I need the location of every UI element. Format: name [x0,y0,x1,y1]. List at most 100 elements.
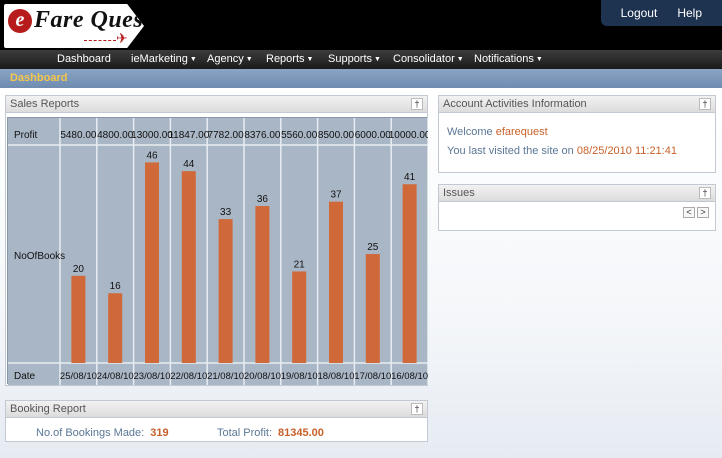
pin-icon[interactable]: † [699,98,711,110]
bookings-made-value: 319 [150,427,169,439]
last-visit-time: 08/25/2010 11:21:41 [576,145,677,157]
profit-cell: 7782.00 [208,130,245,141]
profit-cell: 8376.00 [244,130,281,141]
top-header: e Fare Quest ✈ Logout Help [0,0,722,50]
bar-value-label: 46 [146,150,158,161]
nav-notifications[interactable]: Notifications ▼ [474,53,543,65]
bar-value-label: 25 [367,242,379,253]
profit-cell: 6000.00 [355,130,392,141]
nav-consolidator[interactable]: Consolidator ▼ [393,53,464,65]
date-cell: 23/08/10 [134,371,171,382]
pin-icon[interactable]: † [411,98,423,110]
sales-reports-header: Sales Reports † [6,96,427,113]
sales-chart-svg: Profit NoOfBooks Date 5480.00 25/08/10 20 4800… [8,118,428,385]
bar [402,184,417,363]
page-title: Dashboard [10,72,68,84]
airplane-icon: ✈ [116,30,128,46]
nav-dashboard-label: Dashboard [57,53,111,65]
profit-row-label: Profit [14,130,38,141]
page-title-bar: Dashboard [0,69,722,88]
nav-agency-label: Agency [207,53,244,65]
logout-link[interactable]: Logout [620,6,658,20]
dropdown-arrow-icon: ▼ [306,56,314,63]
dropdown-arrow-icon: ▼ [456,56,464,63]
bar [329,201,343,363]
date-cell: 16/08/10 [391,371,428,382]
dropdown-arrow-icon: ▼ [374,56,381,63]
bar-value-label: 16 [110,281,122,292]
profit-cell: 5480.00 [60,130,97,141]
bar [365,254,380,363]
date-cell: 21/08/10 [207,371,244,382]
nav-dashboard[interactable]: Dashboard [57,53,111,65]
nav-iemarketing-label: ieMarketing [131,53,188,65]
account-activities-title: Account Activities Information [443,98,587,110]
bar-value-label: 37 [330,190,342,201]
bar [181,171,196,363]
noofbooks-row-label: NoOfBooks [14,251,65,262]
bar-value-label: 21 [294,259,306,270]
logo-text: Fare Quest [34,7,151,33]
bar-value-label: 36 [257,194,269,205]
profit-cell: 10000.00 [389,130,428,141]
dropdown-arrow-icon: ▼ [245,56,253,63]
date-cell: 18/08/10 [318,371,355,382]
pin-icon[interactable]: † [699,187,711,199]
dropdown-arrow-icon: ▼ [189,56,197,63]
date-cell: 20/08/10 [244,371,281,382]
bar-value-label: 41 [404,172,416,183]
issues-title: Issues [443,187,475,199]
logo-e-icon: e [8,9,32,33]
nav-iemarketing[interactable]: ieMarketing ▼ [131,53,197,65]
issues-panel: Issues † < > [438,184,716,231]
profit-cell: 8500.00 [318,130,355,141]
bar [108,293,123,363]
account-activities-header: Account Activities Information † [439,96,715,113]
bookings-made-label: No.of Bookings Made: [36,427,145,439]
bar [71,275,86,363]
nav-reports[interactable]: Reports ▼ [266,53,313,65]
date-cell: 17/08/10 [354,371,391,382]
help-link[interactable]: Help [677,6,702,20]
nav-supports[interactable]: Supports ▼ [328,53,381,65]
username: efarequest [495,126,548,138]
nav-consolidator-label: Consolidator [393,53,455,65]
bar-value-label: 44 [183,159,195,170]
pin-icon[interactable]: † [411,403,423,415]
date-cell: 19/08/10 [281,371,318,382]
nav-reports-label: Reports [266,53,305,65]
issues-prev-button[interactable]: < [683,207,695,218]
logo[interactable]: e Fare Quest ✈ [4,4,144,48]
profit-cell: 11847.00 [168,130,209,141]
date-cell: 22/08/10 [170,371,207,382]
sales-reports-title: Sales Reports [10,98,80,110]
last-visit-label: You last visited the site on [447,145,574,157]
nav-agency[interactable]: Agency ▼ [207,53,253,65]
nav-notifications-label: Notifications [474,53,534,65]
booking-report-header: Booking Report † [6,401,427,418]
bar [292,271,307,363]
issues-next-button[interactable]: > [697,207,709,218]
bar [145,162,159,363]
bar-value-label: 20 [73,264,85,275]
booking-report-title: Booking Report [10,403,86,415]
date-cell: 24/08/10 [97,371,134,382]
account-activities-panel: Account Activities Information † Welcome… [438,95,716,173]
bar-value-label: 33 [220,207,232,218]
booking-report-panel: Booking Report † No.of Bookings Made: 319… [5,400,428,442]
total-profit-label: Total Profit: [217,427,273,439]
bar [218,219,233,363]
profit-cell: 5560.00 [281,130,318,141]
welcome-label: Welcome [447,126,493,138]
profit-cell: 13000.00 [131,130,173,141]
welcome-line: Welcome efarequest [447,126,548,138]
dropdown-arrow-icon: ▼ [535,56,543,63]
bookings-made: No.of Bookings Made: 319 [36,427,169,439]
total-profit: Total Profit: 81345.00 [217,427,324,439]
top-links: Logout Help [600,0,722,26]
logo-dash-line [84,40,116,41]
main-nav: Dashboard ieMarketing ▼ Agency ▼ Reports ▼ … [0,50,722,69]
total-profit-value: 81345.00 [278,427,324,439]
date-cell: 25/08/10 [60,371,97,382]
issues-header: Issues † [439,185,715,202]
